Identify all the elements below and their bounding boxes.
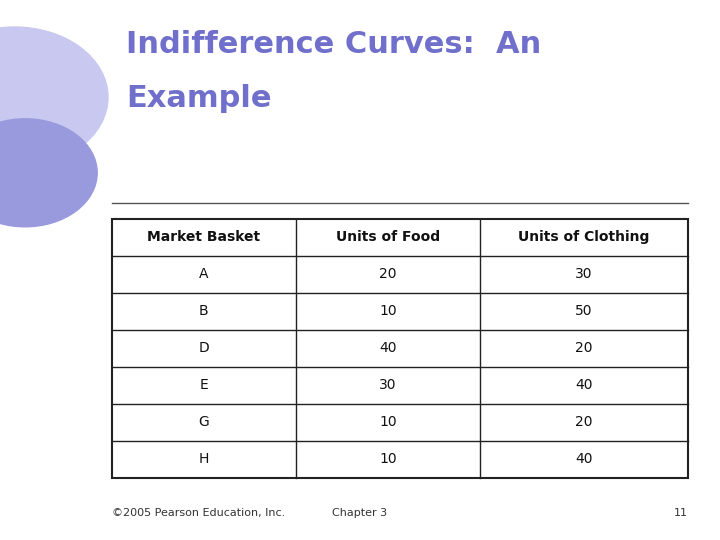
Text: G: G bbox=[199, 415, 209, 429]
Text: 50: 50 bbox=[575, 304, 593, 318]
Text: 40: 40 bbox=[575, 379, 593, 393]
Text: 20: 20 bbox=[575, 415, 593, 429]
Text: 30: 30 bbox=[379, 379, 397, 393]
Point bbox=[476, 475, 485, 481]
Text: 30: 30 bbox=[575, 267, 593, 281]
Point bbox=[107, 437, 116, 444]
Point bbox=[107, 199, 116, 206]
Text: 11: 11 bbox=[674, 508, 688, 518]
Text: 20: 20 bbox=[379, 267, 397, 281]
Point bbox=[476, 215, 485, 222]
Point bbox=[107, 289, 116, 296]
Point bbox=[683, 363, 692, 370]
Text: 10: 10 bbox=[379, 453, 397, 467]
Point bbox=[107, 327, 116, 333]
Point bbox=[683, 253, 692, 259]
Text: 40: 40 bbox=[379, 341, 397, 355]
Bar bbox=[112, 219, 688, 478]
Text: D: D bbox=[199, 341, 209, 355]
Text: B: B bbox=[199, 304, 209, 318]
Text: 10: 10 bbox=[379, 415, 397, 429]
Point bbox=[683, 401, 692, 407]
Point bbox=[107, 363, 116, 370]
Text: 10: 10 bbox=[379, 304, 397, 318]
Point bbox=[107, 253, 116, 259]
Point bbox=[683, 289, 692, 296]
Text: 20: 20 bbox=[575, 341, 593, 355]
Point bbox=[683, 437, 692, 444]
Text: A: A bbox=[199, 267, 209, 281]
Text: H: H bbox=[199, 453, 209, 467]
Point bbox=[292, 215, 300, 222]
Text: Example: Example bbox=[126, 84, 271, 113]
Text: ©2005 Pearson Education, Inc.: ©2005 Pearson Education, Inc. bbox=[112, 508, 285, 518]
Text: Indifference Curves:  An: Indifference Curves: An bbox=[126, 30, 541, 59]
Text: 40: 40 bbox=[575, 453, 593, 467]
Circle shape bbox=[0, 27, 108, 167]
Text: Units of Clothing: Units of Clothing bbox=[518, 230, 649, 244]
Point bbox=[107, 401, 116, 407]
Text: Chapter 3: Chapter 3 bbox=[333, 508, 387, 518]
Point bbox=[683, 199, 692, 206]
Text: Market Basket: Market Basket bbox=[147, 230, 261, 244]
Point bbox=[292, 475, 300, 481]
Circle shape bbox=[0, 119, 97, 227]
Text: Units of Food: Units of Food bbox=[336, 230, 440, 244]
Point bbox=[683, 327, 692, 333]
Text: E: E bbox=[199, 379, 208, 393]
